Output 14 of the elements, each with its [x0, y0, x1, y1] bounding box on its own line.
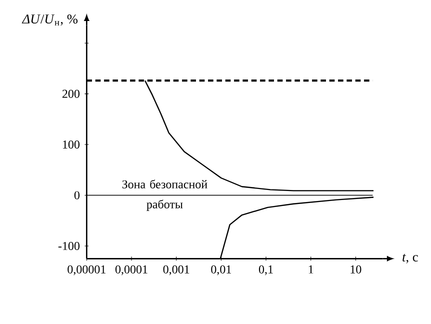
x-tick-label: 0,001 [163, 265, 190, 276]
y-tick-label: 200 [62, 90, 80, 98]
x-tick-label: 0,0001 [115, 265, 148, 276]
x-tick-label: 0,00001 [68, 265, 106, 276]
y-axis-title: ΔU/U$_{н}$, % [22, 14, 78, 26]
x-tick-label: 1 [308, 265, 314, 274]
x-tick-label: 10 [350, 265, 362, 274]
x-tick-label: 0,1 [258, 265, 273, 276]
y-tick-label: 0 [74, 191, 80, 200]
x-tick-label: 0,01 [211, 265, 231, 276]
annotation: Зона безопасной работы [122, 180, 208, 211]
y-tick-label: -100 [58, 242, 80, 250]
y-tick-label: 100 [63, 140, 80, 149]
x-axis-title: t, с [402, 254, 418, 264]
